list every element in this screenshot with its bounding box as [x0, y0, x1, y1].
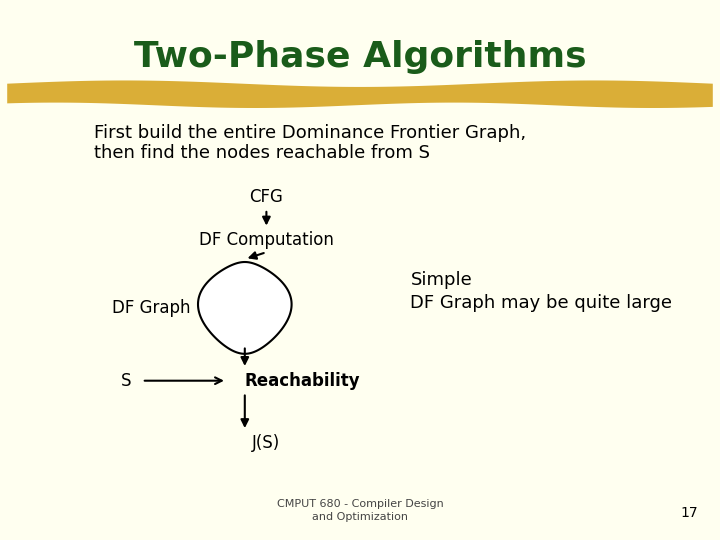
Text: S: S — [121, 372, 131, 390]
Text: DF Graph: DF Graph — [112, 299, 191, 317]
Text: First build the entire Dominance Frontier Graph,
then find the nodes reachable f: First build the entire Dominance Frontie… — [94, 124, 526, 163]
Text: Reachability: Reachability — [245, 372, 360, 390]
Text: CFG: CFG — [249, 188, 284, 206]
Text: J(S): J(S) — [252, 434, 281, 452]
Text: DF Computation: DF Computation — [199, 231, 334, 249]
Text: CMPUT 680 - Compiler Design
and Optimization: CMPUT 680 - Compiler Design and Optimiza… — [276, 499, 444, 522]
Text: Two-Phase Algorithms: Two-Phase Algorithms — [134, 40, 586, 73]
Polygon shape — [198, 262, 292, 354]
Text: 17: 17 — [681, 506, 698, 520]
Text: Simple
DF Graph may be quite large: Simple DF Graph may be quite large — [410, 271, 672, 313]
Polygon shape — [7, 80, 713, 108]
